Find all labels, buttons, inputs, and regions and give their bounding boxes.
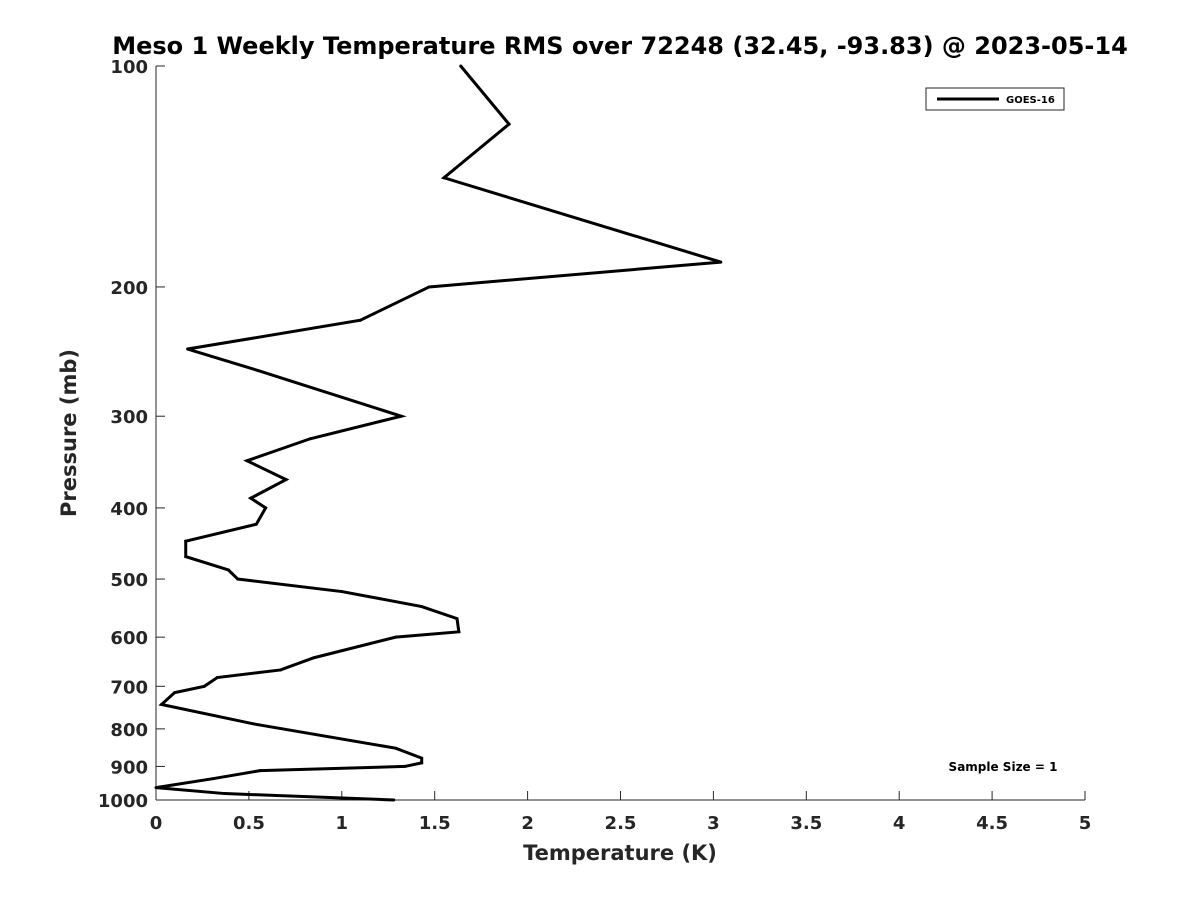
y-tick-label: 1000 xyxy=(98,791,148,812)
y-tick-label: 300 xyxy=(110,407,148,428)
data-point xyxy=(403,764,407,768)
data-point xyxy=(160,702,164,706)
data-point xyxy=(394,746,398,750)
x-tick-label: 1 xyxy=(336,813,349,834)
data-point xyxy=(173,691,177,695)
data-point xyxy=(394,635,398,639)
data-point xyxy=(420,761,424,765)
data-point xyxy=(258,769,262,773)
data-point xyxy=(256,369,260,373)
data-point xyxy=(184,539,188,543)
data-point xyxy=(245,459,249,463)
sample-size-annotation: Sample Size = 1 xyxy=(949,760,1058,774)
data-point xyxy=(284,478,288,482)
x-tick-label: 4 xyxy=(893,813,906,834)
data-point xyxy=(254,522,258,526)
data-point xyxy=(459,64,463,68)
y-tick-label: 800 xyxy=(110,720,148,741)
data-point xyxy=(202,684,206,688)
data-point xyxy=(184,555,188,559)
x-tick-label: 4.5 xyxy=(976,813,1008,834)
y-axis-ticks: 100 200 300 400 500 600 700 800 900 1000 xyxy=(98,57,165,812)
data-point xyxy=(457,630,461,634)
data-point xyxy=(212,777,216,781)
data-point xyxy=(186,347,190,351)
data-point xyxy=(420,756,424,760)
data-point xyxy=(358,318,362,322)
data-point xyxy=(252,722,256,726)
data-point xyxy=(249,496,253,500)
y-tick-label: 600 xyxy=(110,628,148,649)
data-point xyxy=(215,676,219,680)
data-point xyxy=(226,568,230,572)
y-tick-label: 200 xyxy=(110,278,148,299)
data-point xyxy=(420,605,424,609)
x-tick-label: 3.5 xyxy=(790,813,822,834)
x-axis-ticks: 0 0.5 1 1.5 2 2.5 3 3.5 4 4.5 5 xyxy=(150,791,1092,834)
legend: GOES-16 xyxy=(925,87,1065,111)
x-tick-label: 0.5 xyxy=(233,813,265,834)
data-point xyxy=(308,437,312,441)
y-tick-label: 900 xyxy=(110,757,148,778)
data-point xyxy=(442,176,446,180)
x-tick-label: 2 xyxy=(521,813,534,834)
series-line-goes-16 xyxy=(155,65,722,802)
x-tick-label: 1.5 xyxy=(419,813,451,834)
data-point xyxy=(236,577,240,581)
y-tick-label: 100 xyxy=(110,57,148,78)
data-point xyxy=(223,792,227,796)
y-axis-label: Pressure (mb) xyxy=(57,349,81,517)
data-point xyxy=(154,786,158,790)
data-point xyxy=(278,668,282,672)
data-point xyxy=(399,414,403,418)
x-axis-label: Temperature (K) xyxy=(523,841,717,865)
data-point xyxy=(312,656,316,660)
y-tick-label: 700 xyxy=(110,677,148,698)
legend-entry-goes-16: GOES-16 xyxy=(1006,95,1055,106)
data-point xyxy=(340,590,344,594)
x-tick-label: 2.5 xyxy=(605,813,637,834)
y-tick-label: 400 xyxy=(110,499,148,520)
data-point xyxy=(264,506,268,510)
plot-axes: 0 0.5 1 1.5 2 2.5 3 3.5 4 4.5 5 100 200 300 400 500 600… xyxy=(98,57,1091,834)
data-point xyxy=(719,260,723,264)
x-tick-label: 5 xyxy=(1079,813,1092,834)
series-lines xyxy=(154,64,723,802)
x-tick-label: 0 xyxy=(150,813,163,834)
y-tick-label: 500 xyxy=(110,570,148,591)
data-point xyxy=(392,798,396,802)
data-point xyxy=(455,617,459,621)
data-point xyxy=(507,122,511,126)
x-tick-label: 3 xyxy=(707,813,720,834)
data-point xyxy=(427,285,431,289)
chart-title: Meso 1 Weekly Temperature RMS over 72248… xyxy=(112,32,1128,60)
